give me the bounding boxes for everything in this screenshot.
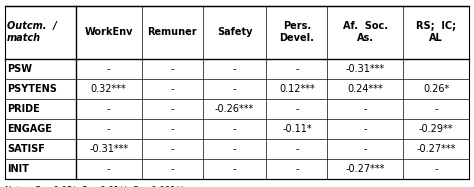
- Text: -: -: [233, 124, 237, 134]
- Text: -: -: [295, 64, 299, 74]
- Text: Outcm.  /
match: Outcm. / match: [7, 21, 57, 43]
- Text: 0.24***: 0.24***: [347, 84, 383, 94]
- Text: -0.27***: -0.27***: [346, 164, 385, 174]
- Text: -0.31***: -0.31***: [89, 144, 128, 154]
- Text: -: -: [295, 144, 299, 154]
- Text: Notes: P < 0.05*; P < 0.01**; P < 0.001**: Notes: P < 0.05*; P < 0.01**; P < 0.001*…: [5, 186, 184, 187]
- Text: Remuner: Remuner: [147, 27, 197, 37]
- Text: INIT: INIT: [7, 164, 29, 174]
- Text: -: -: [171, 124, 174, 134]
- Text: -: -: [233, 84, 237, 94]
- Text: -: -: [171, 144, 174, 154]
- Text: -: -: [171, 164, 174, 174]
- Text: -0.27***: -0.27***: [417, 144, 456, 154]
- Text: -: -: [171, 84, 174, 94]
- Text: Pers.
Devel.: Pers. Devel.: [280, 21, 314, 43]
- Text: PRIDE: PRIDE: [7, 104, 40, 114]
- Text: -: -: [233, 164, 237, 174]
- Text: PSW: PSW: [7, 64, 32, 74]
- Text: -: -: [435, 104, 438, 114]
- Text: PSYTENS: PSYTENS: [7, 84, 57, 94]
- Text: -0.29**: -0.29**: [419, 124, 454, 134]
- Text: 0.12***: 0.12***: [279, 84, 315, 94]
- Text: -: -: [364, 144, 367, 154]
- Text: -: -: [171, 64, 174, 74]
- Text: WorkEnv: WorkEnv: [84, 27, 133, 37]
- Text: -: -: [107, 104, 110, 114]
- Text: 0.26*: 0.26*: [423, 84, 449, 94]
- Text: -: -: [107, 124, 110, 134]
- Text: -: -: [364, 104, 367, 114]
- Text: -: -: [295, 104, 299, 114]
- Text: -: -: [171, 104, 174, 114]
- Text: -0.26***: -0.26***: [215, 104, 254, 114]
- Text: Safety: Safety: [217, 27, 252, 37]
- Text: -: -: [435, 164, 438, 174]
- Text: ENGAGE: ENGAGE: [7, 124, 52, 134]
- Text: -: -: [107, 164, 110, 174]
- Text: -: -: [107, 64, 110, 74]
- Text: -0.31***: -0.31***: [346, 64, 385, 74]
- Text: Af.  Soc.
As.: Af. Soc. As.: [343, 21, 388, 43]
- Text: -: -: [233, 144, 237, 154]
- Text: -0.11*: -0.11*: [282, 124, 312, 134]
- Text: 0.32***: 0.32***: [91, 84, 127, 94]
- Text: -: -: [233, 64, 237, 74]
- Text: -: -: [295, 164, 299, 174]
- Text: RS;  IC;
AL: RS; IC; AL: [416, 21, 456, 43]
- Text: SATISF: SATISF: [7, 144, 45, 154]
- Text: -: -: [364, 124, 367, 134]
